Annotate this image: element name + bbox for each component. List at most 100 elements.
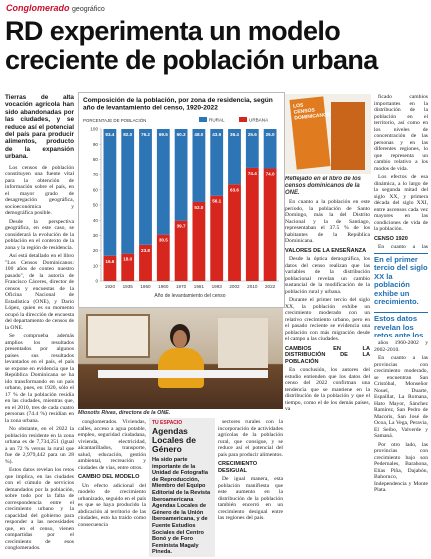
bar-segment — [156, 129, 170, 235]
x-tick-label: 1950 — [140, 284, 151, 289]
value-label: 74.0 — [266, 172, 275, 177]
subhead: VALORES DE LA ENSEÑANZA — [285, 247, 367, 254]
papers — [98, 370, 268, 378]
paragraph: Desde la perspectiva geográfica, en este… — [5, 218, 74, 251]
legend-label: RURAL — [209, 118, 225, 123]
bar-segment — [121, 129, 135, 254]
paragraph: De igual manera, esta población manifies… — [218, 476, 283, 521]
section-label: Conglomerado geográfico — [6, 3, 105, 13]
subhead: CENSO 1920 — [374, 235, 408, 242]
sidebar-tag: TU ESPACIO — [152, 420, 183, 426]
bar-segment — [210, 195, 224, 281]
column: Tierras de alta vocación agrícola han si… — [5, 94, 74, 557]
pull-quote: Estos datos revelan los retos ante los s… — [374, 312, 428, 337]
bar-segment — [263, 129, 277, 169]
y-tick-label: 20 — [93, 248, 99, 253]
bar-segment — [139, 244, 152, 281]
y-tick-label: 10 — [93, 263, 99, 268]
paragraph: Los efectos de esa dinámica, a lo largo … — [374, 174, 428, 232]
bar-segment — [192, 129, 206, 202]
paragraph: Un efecto adicional del modelo de crecim… — [78, 482, 146, 528]
paragraph: En conclusión, los autores del estudio e… — [285, 367, 370, 412]
legend-swatch — [239, 117, 247, 122]
value-label: 76.2 — [141, 132, 150, 137]
paragraph: sectores rurales con la incorporación de… — [218, 419, 283, 458]
y-axis-label: PORCENTAJE DE POBLACIÓN — [83, 118, 146, 123]
value-label: 36.4 — [230, 132, 239, 137]
jacket — [158, 348, 204, 388]
y-tick-label: 30 — [93, 233, 99, 238]
value-label: 69.5 — [159, 132, 168, 137]
paragraph: En cuanto a la población en este período… — [285, 199, 370, 244]
bar-segment — [263, 168, 277, 281]
column: sectores rurales con la incorporación de… — [218, 419, 283, 557]
pull-quotes: En el primer tercio del siglo XX la pobl… — [374, 253, 428, 337]
value-label: 56.1 — [212, 199, 221, 204]
paragraph: años 1960-2002 y 2002-2010. — [374, 340, 428, 353]
photo — [78, 308, 283, 409]
y-tick-label: 90 — [93, 142, 99, 147]
chart-title: Composición de la población, por zona de… — [83, 97, 273, 112]
bar-segment — [103, 129, 117, 256]
y-tick-label: 60 — [93, 187, 99, 192]
bar-segment — [210, 129, 224, 196]
value-label: 63.6 — [230, 187, 239, 192]
x-axis-label: Año de levantamiento del censo — [154, 293, 225, 299]
bar-segment — [174, 129, 188, 221]
paragraph: Se comprueba además amplios los resultad… — [5, 333, 74, 424]
sidebar-title: Agendas Locales de Género — [152, 426, 196, 454]
paragraph: Así está detallado en el libro "Los Cens… — [5, 253, 74, 331]
sidebar-body: Ha sido parte importante de la Unidad de… — [152, 457, 211, 556]
value-label: 18.0 — [123, 257, 132, 262]
paragraph: Durante el primer tercio del siglo XX, l… — [285, 297, 370, 342]
value-label: 60.3 — [177, 132, 186, 137]
photo-caption: Miosotis Rivas, directora de la ONE. — [78, 410, 171, 416]
x-tick-label: 2010 — [247, 284, 258, 289]
bar-segment — [139, 129, 152, 245]
legend-label: URBANA — [249, 118, 269, 123]
book-title: LOS CENSOS DOMINICANOS — [292, 102, 331, 122]
bar-segment — [228, 184, 241, 281]
paragraph: conglomerados. Viviendas, calles, acceso… — [78, 419, 146, 471]
x-tick-label: 2002 — [229, 284, 240, 289]
paragraph: En cuanto a las provincias con crecimien… — [374, 355, 428, 439]
paragraph: En cuanto a las dinámicas que arrojó el … — [378, 244, 428, 250]
value-label: 25.6 — [248, 132, 257, 137]
y-tick-label: 100 — [90, 127, 98, 132]
column: ficado cambios importantes en la distrib… — [374, 94, 428, 250]
value-label: 48.0 — [194, 132, 203, 137]
subhead: CAMBIO DEL MODELO — [78, 474, 140, 480]
section: Conglomerado — [6, 3, 70, 13]
legend-swatch — [199, 117, 207, 122]
column: años 1960-2002 y 2002-2010. En cuanto a l… — [374, 340, 428, 557]
bar-segment — [228, 129, 241, 185]
bar-segment — [121, 253, 135, 281]
subhead: CAMBIOS EN LA DISTRIBUCIÓN DE LA POBLACI… — [285, 345, 370, 365]
value-label: 83.4 — [105, 132, 114, 137]
x-tick-label: 2022 — [265, 284, 276, 289]
value-label: 30.5 — [159, 238, 168, 243]
y-tick-label: 70 — [93, 172, 99, 177]
chart: Composición de la población, por zona de… — [83, 97, 279, 299]
subhead: CRECIMIENTO DESIGUAL — [218, 461, 258, 474]
book-image: LOS CENSOS DOMINICANOS — [285, 94, 371, 174]
bar-segment — [192, 201, 206, 281]
y-tick-label: 0 — [95, 279, 98, 284]
paragraph: Los censos de población constituyen una … — [5, 164, 74, 217]
column: En cuanto a la población en este período… — [285, 199, 370, 557]
book-caption: Reflejado en el libro de los censos domi… — [285, 176, 362, 196]
sidebar: TU ESPACIO Agendas Locales de Género Ha … — [149, 418, 215, 557]
headline: RD experimenta un modelo creciente de po… — [5, 17, 378, 75]
column: conglomerados. Viviendas, calles, acceso… — [78, 419, 146, 557]
value-label: 74.4 — [248, 171, 257, 176]
y-tick-label: 40 — [93, 218, 99, 223]
value-label: 43.9 — [212, 132, 221, 137]
paragraph: ficado cambios importantes en la distrib… — [374, 94, 428, 172]
paragraph: Por otro lado, las provincias con crecim… — [374, 441, 428, 494]
value-label: 26.0 — [266, 132, 275, 137]
paragraph: Estos datos revelan los retos que implic… — [5, 467, 74, 552]
bar-segment — [174, 220, 188, 281]
x-tick-label: 1993 — [212, 284, 223, 289]
wall-frame — [218, 318, 268, 368]
